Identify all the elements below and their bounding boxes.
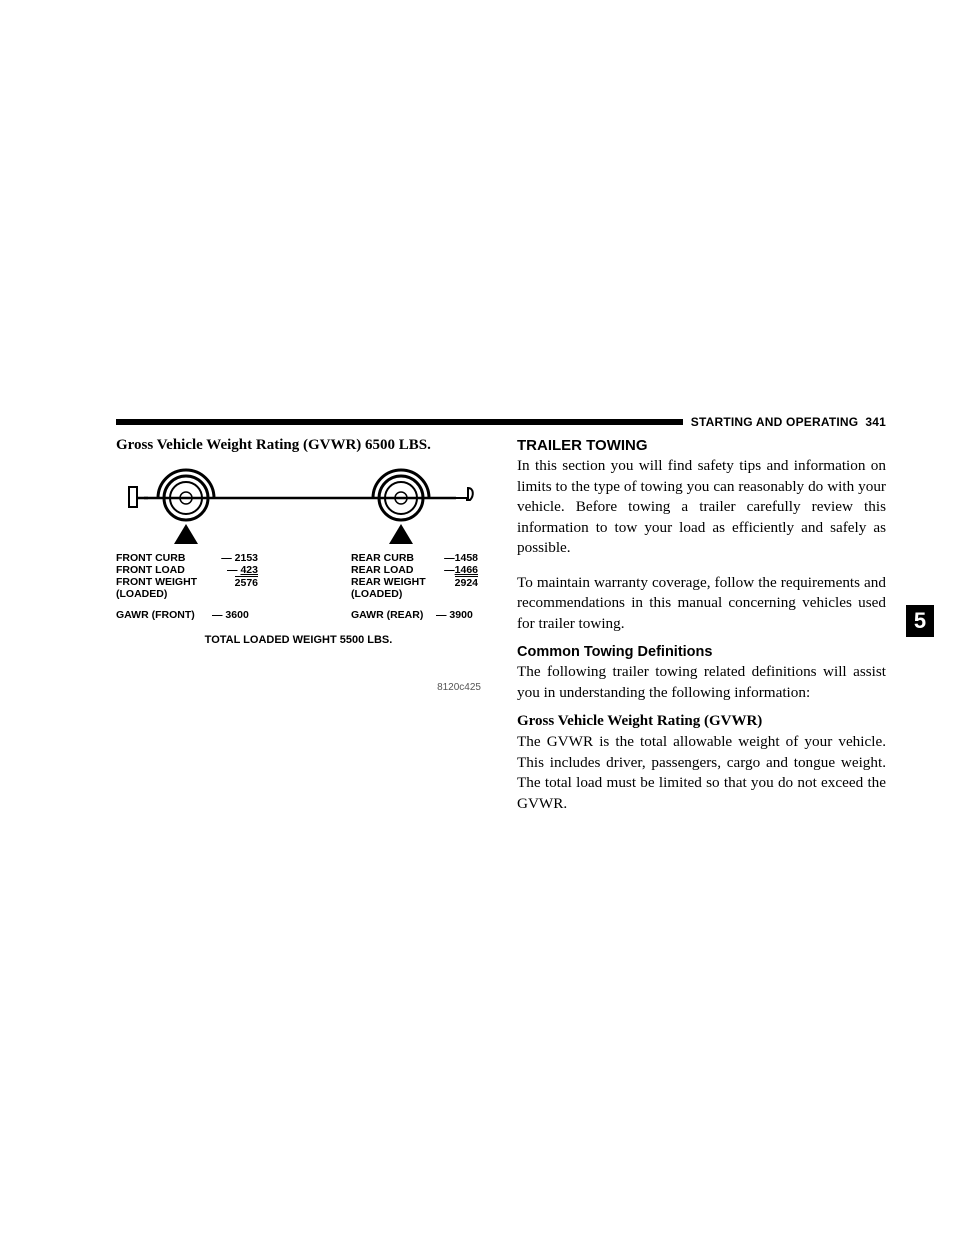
gawr-rear-val: — 3900 <box>436 609 473 621</box>
front-weight-label: FRONT WEIGHT <box>116 576 197 588</box>
front-curb-label: FRONT CURB <box>116 552 197 564</box>
chassis-icon <box>116 466 481 546</box>
rear-labels: REAR CURB REAR LOAD REAR WEIGHT (LOADED) <box>351 552 426 600</box>
gawr-front-val: — 3600 <box>212 609 249 621</box>
front-loaded-label: (LOADED) <box>116 588 197 600</box>
front-values: — 2153 — 423 2576 <box>212 552 258 589</box>
rear-load-val: 1466 <box>455 564 478 576</box>
front-load-val: 423 <box>240 564 258 576</box>
trailer-towing-heading: TRAILER TOWING <box>517 437 886 454</box>
page-header: STARTING AND OPERATING 341 <box>116 415 886 429</box>
front-labels: FRONT CURB FRONT LOAD FRONT WEIGHT (LOAD… <box>116 552 197 600</box>
front-weight-val: 2576 <box>235 576 258 589</box>
rear-curb-label: REAR CURB <box>351 552 426 564</box>
header-text: STARTING AND OPERATING 341 <box>683 415 886 429</box>
section-name: STARTING AND OPERATING <box>691 415 859 429</box>
page-content: STARTING AND OPERATING 341 Gross Vehicle… <box>116 415 886 814</box>
rear-loaded-label: (LOADED) <box>351 588 426 600</box>
towing-intro-paragraph: In this section you will find safety tip… <box>517 456 886 559</box>
common-definitions-heading: Common Towing Definitions <box>517 644 886 660</box>
gvwr-heading: Gross Vehicle Weight Rating (GVWR) <box>517 713 886 730</box>
two-column-layout: Gross Vehicle Weight Rating (GVWR) 6500 … <box>116 437 886 814</box>
diagram-code: 8120c425 <box>437 682 481 693</box>
page-number: 341 <box>865 415 886 429</box>
front-load-label: FRONT LOAD <box>116 564 197 576</box>
gvwr-paragraph: The GVWR is the total allowable weight o… <box>517 732 886 814</box>
rear-values: —1458 —1466 2924 <box>436 552 478 589</box>
rear-weight-val: 2924 <box>455 576 478 589</box>
header-rule <box>116 419 683 425</box>
definitions-intro-paragraph: The following trailer towing related def… <box>517 662 886 703</box>
rear-load-label: REAR LOAD <box>351 564 426 576</box>
rear-curb-val: 1458 <box>455 552 478 564</box>
rear-weight-label: REAR WEIGHT <box>351 576 426 588</box>
right-column: TRAILER TOWING In this section you will … <box>517 437 886 814</box>
left-column: Gross Vehicle Weight Rating (GVWR) 6500 … <box>116 437 481 814</box>
total-weight: TOTAL LOADED WEIGHT 5500 LBS. <box>116 634 481 646</box>
section-tab: 5 <box>906 605 934 637</box>
weight-diagram: FRONT CURB FRONT LOAD FRONT WEIGHT (LOAD… <box>116 466 481 671</box>
gvwr-title: Gross Vehicle Weight Rating (GVWR) 6500 … <box>116 437 481 454</box>
front-curb-val: 2153 <box>235 552 258 564</box>
warranty-paragraph: To maintain warranty coverage, follow th… <box>517 573 886 635</box>
gawr-front-label: GAWR (FRONT) <box>116 609 195 621</box>
gawr-rear-label: GAWR (REAR) <box>351 609 423 621</box>
